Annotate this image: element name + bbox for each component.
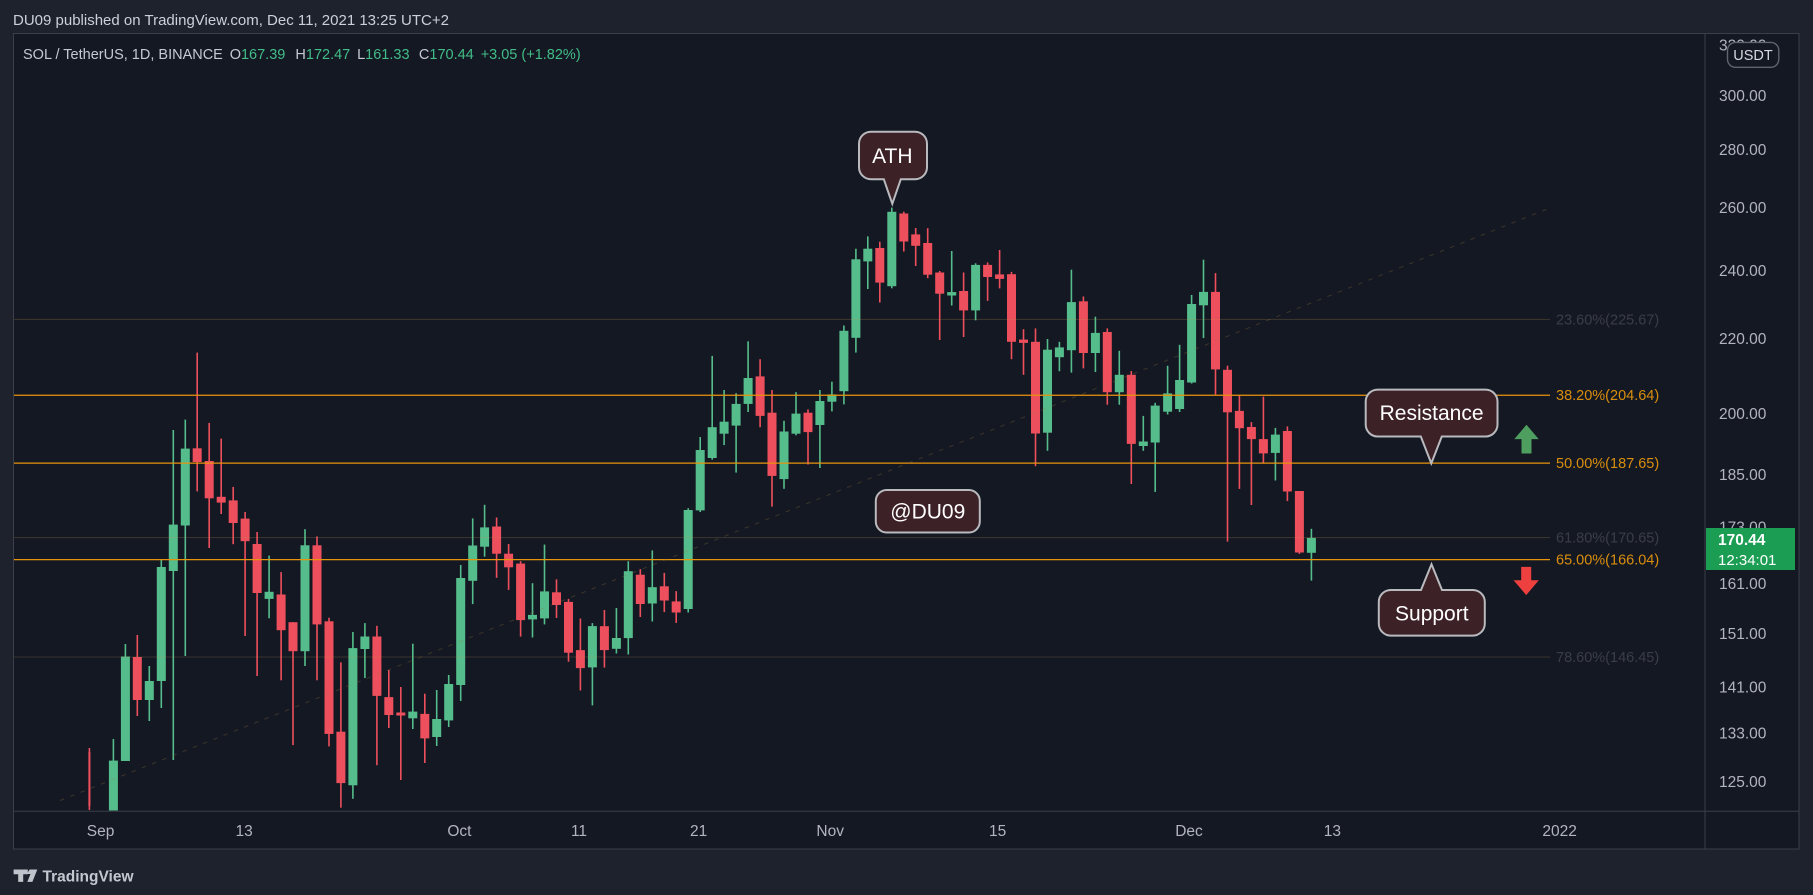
svg-text:161.00: 161.00 xyxy=(1719,576,1767,593)
svg-text:13: 13 xyxy=(1324,823,1341,840)
svg-text:H172.47: H172.47 xyxy=(295,47,350,63)
svg-text:Oct: Oct xyxy=(447,823,472,840)
svg-text:141.00: 141.00 xyxy=(1719,680,1767,697)
svg-text:12:34:01: 12:34:01 xyxy=(1718,552,1776,569)
svg-text:260.00: 260.00 xyxy=(1719,200,1767,217)
svg-text:+3.05 (+1.82%): +3.05 (+1.82%) xyxy=(481,47,581,63)
svg-text:170.44: 170.44 xyxy=(1718,532,1766,549)
svg-text:Support: Support xyxy=(1395,603,1469,626)
svg-text:220.00: 220.00 xyxy=(1719,331,1767,348)
svg-text:Resistance: Resistance xyxy=(1380,402,1484,425)
svg-text:13: 13 xyxy=(235,823,252,840)
svg-text:11: 11 xyxy=(571,823,587,840)
svg-text:C170.44: C170.44 xyxy=(419,47,474,63)
svg-text:DU09 published on TradingView.: DU09 published on TradingView.com, Dec 1… xyxy=(13,12,449,29)
svg-text:185.00: 185.00 xyxy=(1719,467,1767,484)
svg-text:SOL / TetherUS, 1D, BINANCE: SOL / TetherUS, 1D, BINANCE xyxy=(23,47,223,63)
svg-text:61.80%(170.65): 61.80%(170.65) xyxy=(1556,531,1659,547)
svg-text:240.00: 240.00 xyxy=(1719,263,1767,280)
svg-text:Dec: Dec xyxy=(1175,823,1203,840)
svg-text:O167.39: O167.39 xyxy=(230,47,286,63)
svg-text:Nov: Nov xyxy=(816,823,844,840)
svg-text:23.60%(225.67): 23.60%(225.67) xyxy=(1556,312,1659,328)
svg-text:Sep: Sep xyxy=(87,823,115,840)
svg-text:133.00: 133.00 xyxy=(1719,726,1767,743)
svg-text:300.00: 300.00 xyxy=(1719,88,1767,105)
svg-text:@DU09: @DU09 xyxy=(890,501,965,524)
svg-text:78.60%(146.45): 78.60%(146.45) xyxy=(1556,650,1659,666)
svg-text:15: 15 xyxy=(989,823,1006,840)
svg-text:USDT: USDT xyxy=(1733,48,1773,64)
svg-text:125.00: 125.00 xyxy=(1719,774,1767,791)
svg-text:65.00%(166.04): 65.00%(166.04) xyxy=(1556,553,1659,569)
svg-text:200.00: 200.00 xyxy=(1719,406,1767,423)
svg-text:38.20%(204.64): 38.20%(204.64) xyxy=(1556,388,1659,404)
svg-text:ATH: ATH xyxy=(872,145,912,168)
svg-text:L161.33: L161.33 xyxy=(357,47,409,63)
svg-text:TradingView: TradingView xyxy=(43,869,135,886)
svg-text:280.00: 280.00 xyxy=(1719,142,1767,159)
svg-text:2022: 2022 xyxy=(1542,823,1576,840)
svg-text:50.00%(187.65): 50.00%(187.65) xyxy=(1556,456,1659,472)
svg-text:21: 21 xyxy=(690,823,707,840)
svg-text:151.00: 151.00 xyxy=(1719,626,1767,643)
